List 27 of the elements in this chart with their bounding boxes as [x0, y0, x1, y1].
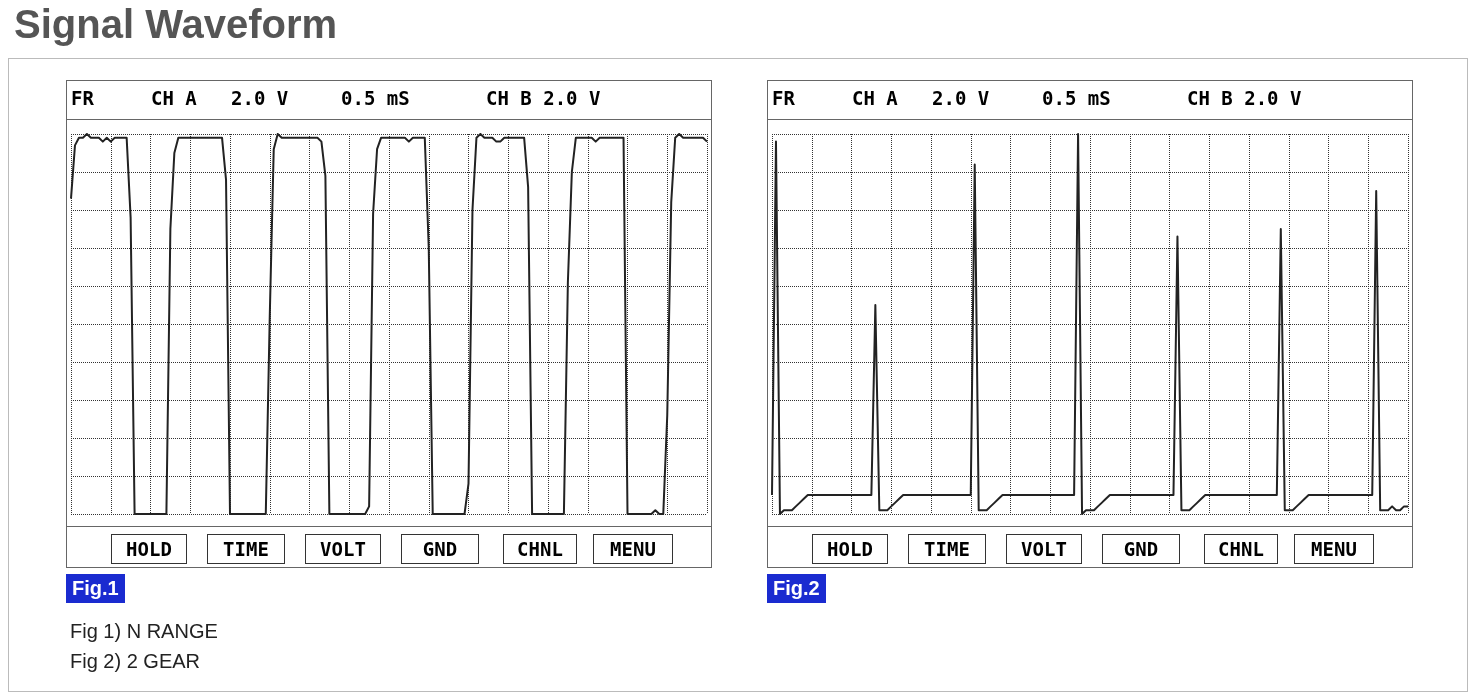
caption: Fig 2) 2 GEAR	[70, 650, 201, 673]
text: FR	[71, 87, 94, 109]
text: CH B 2.0 V	[486, 87, 601, 109]
caption: Fig.1	[66, 574, 125, 603]
text: HOLD	[111, 534, 187, 564]
text: 2.0 V	[231, 87, 289, 109]
text: 0.5 mS	[1042, 87, 1111, 109]
text: CH B 2.0 V	[1187, 87, 1302, 109]
text: VOLT	[1006, 534, 1082, 564]
text: GND	[401, 534, 479, 564]
text: CHNL	[1204, 534, 1278, 564]
text: TIME	[908, 534, 986, 564]
caption: Fig 1) N RANGE	[70, 620, 218, 643]
text: TIME	[207, 534, 285, 564]
text: MENU	[593, 534, 673, 564]
text: 2.0 V	[932, 87, 990, 109]
text: 0.5 mS	[341, 87, 410, 109]
text: CH A	[852, 87, 898, 109]
text: MENU	[1294, 534, 1374, 564]
text: CH A	[151, 87, 197, 109]
text: FR	[772, 87, 795, 109]
text: CHNL	[503, 534, 577, 564]
text: GND	[1102, 534, 1180, 564]
text: HOLD	[812, 534, 888, 564]
caption: Fig.2	[767, 574, 826, 603]
text: VOLT	[305, 534, 381, 564]
chart-title: Signal Waveform	[14, 2, 338, 47]
